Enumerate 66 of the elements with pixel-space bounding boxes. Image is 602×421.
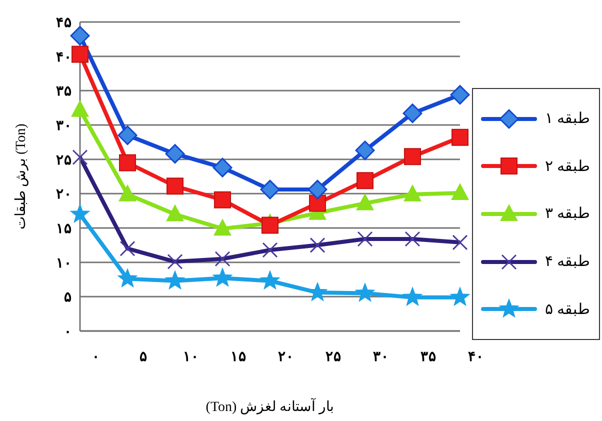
x-tick-label: ۱۰ bbox=[183, 350, 199, 365]
point bbox=[212, 158, 232, 178]
point bbox=[262, 242, 278, 258]
point bbox=[118, 126, 138, 146]
point bbox=[357, 231, 373, 247]
point bbox=[452, 128, 468, 146]
y-tick-label: ۳۰ bbox=[56, 118, 72, 134]
point bbox=[310, 237, 326, 253]
x-tick-label: ۳۵ bbox=[420, 350, 436, 365]
point bbox=[404, 231, 420, 247]
x-tick-label: ۲۵ bbox=[326, 350, 342, 365]
y-tick-label: ۵ bbox=[64, 290, 72, 306]
point bbox=[120, 240, 136, 256]
point bbox=[356, 172, 374, 190]
point bbox=[452, 234, 468, 250]
point bbox=[214, 218, 232, 236]
y-tick-label: ۱۰ bbox=[56, 256, 72, 272]
point bbox=[260, 270, 280, 290]
y-tick-label: ۲۰ bbox=[56, 188, 72, 203]
legend-label: طبقه ۴ bbox=[545, 253, 590, 272]
point bbox=[118, 184, 136, 202]
point bbox=[402, 104, 422, 124]
legend-label: طبقه ۵ bbox=[545, 300, 590, 319]
y-tick-label: ۴۰ bbox=[56, 50, 72, 66]
point bbox=[355, 282, 375, 302]
point bbox=[118, 268, 138, 288]
point bbox=[260, 180, 280, 200]
point bbox=[451, 182, 469, 200]
point bbox=[166, 178, 184, 195]
x-tick-label: ۰ bbox=[92, 350, 100, 365]
y-tick-label: ۴۵ bbox=[56, 16, 72, 31]
point bbox=[166, 204, 184, 222]
point bbox=[165, 144, 185, 164]
point bbox=[167, 254, 183, 270]
y-tick-label: ۰ bbox=[64, 324, 72, 340]
point bbox=[165, 270, 185, 290]
y-tick-label: ۲۵ bbox=[56, 153, 72, 168]
point bbox=[214, 251, 230, 267]
x-tick-label: ۲۰ bbox=[278, 350, 294, 365]
x-tick-label: ۴۰ bbox=[468, 350, 484, 365]
point bbox=[70, 26, 90, 46]
legend-label: طبقه ۱ bbox=[545, 110, 590, 128]
point bbox=[404, 184, 422, 202]
point bbox=[72, 46, 88, 63]
point bbox=[119, 154, 136, 172]
point bbox=[214, 191, 231, 208]
x-tick-label: ۵ bbox=[140, 350, 148, 365]
point bbox=[309, 194, 326, 212]
point bbox=[355, 140, 375, 160]
legend-label: طبقه ۲ bbox=[545, 158, 590, 176]
x-axis-title: بار آستانه لغزش (Ton) bbox=[206, 397, 334, 415]
y-tick-label: ۱۵ bbox=[56, 222, 72, 237]
point bbox=[212, 268, 232, 287]
point bbox=[262, 216, 278, 234]
point bbox=[356, 193, 374, 210]
point bbox=[308, 180, 328, 200]
point bbox=[404, 148, 421, 166]
y-tick-label: ۳۵ bbox=[56, 84, 72, 100]
y-axis-title: برش طبقات (Ton) bbox=[14, 123, 29, 230]
point bbox=[450, 85, 470, 105]
point bbox=[70, 204, 90, 223]
point bbox=[450, 287, 470, 306]
x-tick-label: ۱۵ bbox=[230, 350, 246, 365]
x-tick-label: ۳۰ bbox=[373, 350, 389, 365]
legend-label: طبقه ۳ bbox=[545, 205, 590, 224]
point bbox=[402, 287, 422, 306]
